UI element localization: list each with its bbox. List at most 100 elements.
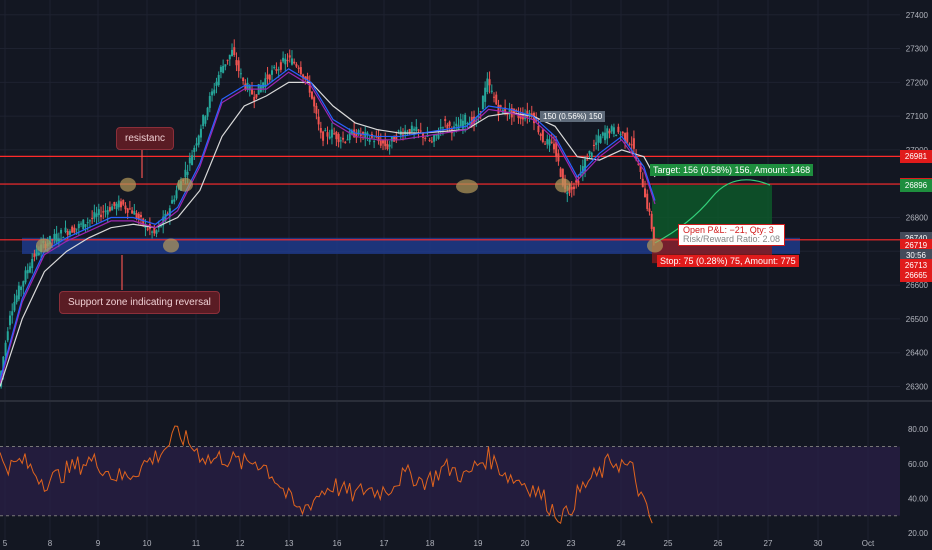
candle-body xyxy=(193,147,196,152)
candle-body xyxy=(606,128,609,139)
candle-body xyxy=(635,156,638,160)
x-tick-label: 17 xyxy=(380,539,389,548)
y-tick-label: 26300 xyxy=(906,382,929,391)
candle-body xyxy=(202,115,205,126)
candle-body xyxy=(650,213,653,229)
candle-body xyxy=(626,132,629,143)
candle-body xyxy=(615,134,618,137)
candle-body xyxy=(393,136,396,142)
candle-body xyxy=(195,143,198,146)
candle-body xyxy=(561,169,564,186)
candle-body xyxy=(175,190,178,199)
price-tag: 30:56 xyxy=(900,248,932,262)
candle-body xyxy=(113,202,116,206)
candle-body xyxy=(464,114,467,125)
x-tick-label: 10 xyxy=(143,539,152,548)
rsi-tick-label: 20.00 xyxy=(908,529,929,538)
candle-body xyxy=(84,224,87,227)
x-tick-label: 16 xyxy=(333,539,342,548)
y-tick-label: 26500 xyxy=(906,315,929,324)
candle-body xyxy=(219,66,222,73)
candle-body xyxy=(479,111,482,113)
candle-body xyxy=(126,208,129,213)
candle-body xyxy=(608,130,611,134)
candle-body xyxy=(111,206,114,211)
candle-body xyxy=(568,187,571,193)
candle-body xyxy=(88,220,91,222)
candle-body xyxy=(284,58,287,65)
candle-body xyxy=(552,143,555,150)
candle-body xyxy=(617,126,620,133)
x-tick-label: 12 xyxy=(236,539,245,548)
candle-body xyxy=(233,47,236,55)
candle-body xyxy=(530,113,533,117)
candle-body xyxy=(444,119,447,121)
candle-body xyxy=(302,74,305,79)
candle-body xyxy=(211,91,214,96)
candle-body xyxy=(441,127,444,129)
candle-body xyxy=(197,135,200,145)
price-tag: 26713 xyxy=(900,258,932,272)
candle-body xyxy=(304,76,307,80)
candle-body xyxy=(621,131,624,134)
candle-body xyxy=(308,83,311,93)
candle-body xyxy=(224,64,227,67)
candle-body xyxy=(424,137,427,139)
candle-body xyxy=(217,74,220,85)
candle-body xyxy=(231,49,234,57)
candle-body xyxy=(637,163,640,165)
touch-marker xyxy=(120,177,136,192)
candle-body xyxy=(239,73,242,75)
ema-fast-line xyxy=(0,68,656,380)
candle-body xyxy=(326,132,329,137)
candle-body xyxy=(146,228,149,230)
candle-body xyxy=(313,97,316,107)
candle-body xyxy=(350,130,353,135)
candle-body xyxy=(295,64,298,67)
candle-body xyxy=(95,213,98,217)
candle-body xyxy=(592,145,595,147)
candle-body xyxy=(171,200,174,204)
candle-body xyxy=(333,133,336,135)
price-tag: 26981 xyxy=(900,150,932,164)
candle-body xyxy=(53,234,56,240)
candle-body xyxy=(102,211,105,213)
candle-body xyxy=(566,192,569,195)
candle-body xyxy=(390,136,393,142)
candle-body xyxy=(453,126,456,129)
candle-body xyxy=(377,136,380,142)
candle-body xyxy=(590,152,593,158)
candle-body xyxy=(206,107,209,117)
ema-slow-line xyxy=(0,81,656,387)
candle-body xyxy=(151,231,154,233)
candle-body xyxy=(348,131,351,140)
candle-body xyxy=(71,226,74,233)
candle-body xyxy=(595,142,598,145)
candle-body xyxy=(4,342,7,356)
x-tick-label: 25 xyxy=(664,539,673,548)
candle-body xyxy=(315,105,318,114)
candle-body xyxy=(466,123,469,125)
x-tick-label: 24 xyxy=(617,539,626,548)
candle-body xyxy=(104,210,107,212)
candle-body xyxy=(419,130,422,132)
touch-marker xyxy=(555,178,571,193)
candle-body xyxy=(139,214,142,218)
candle-body xyxy=(100,214,103,218)
candle-body xyxy=(319,128,322,133)
candle-body xyxy=(28,266,31,273)
x-tick-label: 23 xyxy=(567,539,576,548)
rsi-tick-label: 80.00 xyxy=(908,425,929,434)
candle-body xyxy=(373,141,376,143)
candle-body xyxy=(548,139,551,146)
candle-body xyxy=(75,228,78,230)
candle-body xyxy=(430,141,433,143)
candle-body xyxy=(37,252,40,256)
candle-body xyxy=(597,135,600,143)
candle-body xyxy=(17,285,20,300)
candle-body xyxy=(93,212,96,219)
candle-body xyxy=(186,171,189,175)
candle-body xyxy=(339,140,342,142)
x-tick-label: 18 xyxy=(426,539,435,548)
rsi-line xyxy=(0,425,653,525)
